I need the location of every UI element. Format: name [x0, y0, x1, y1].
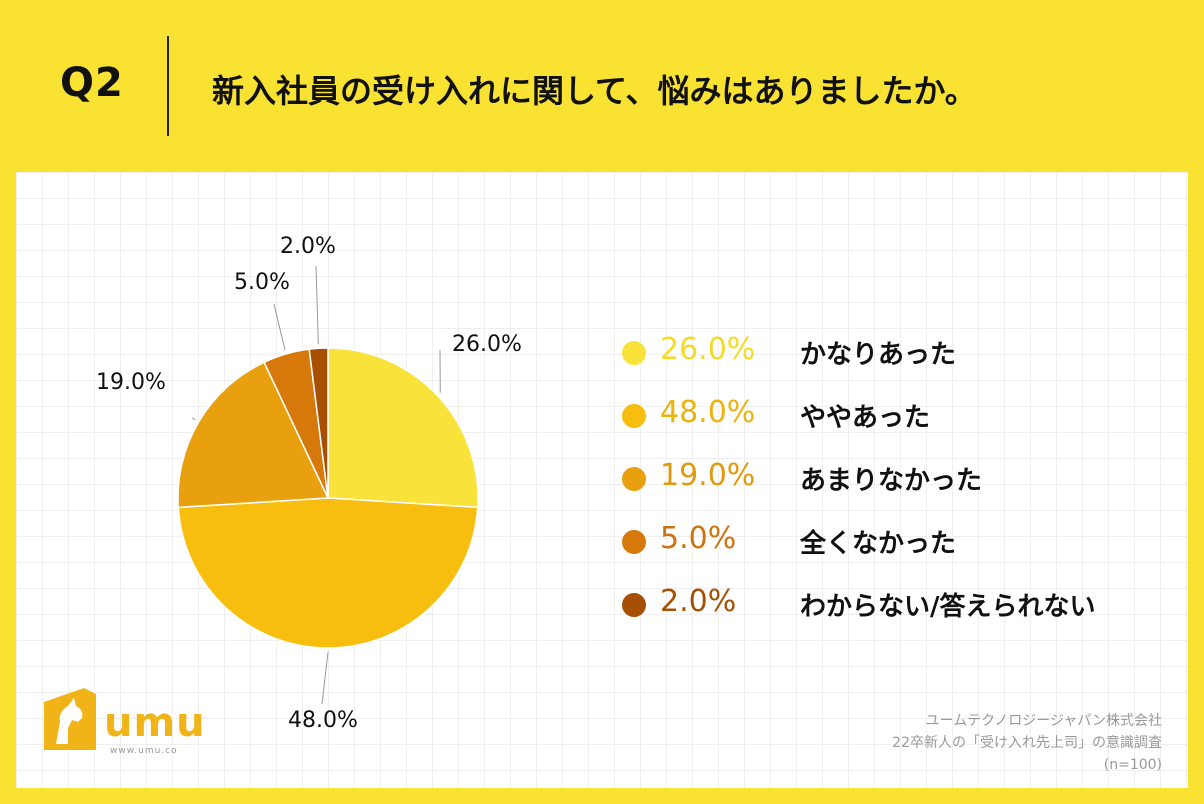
pie-label-5: 2.0% — [280, 234, 336, 259]
footer-survey-title: 22卒新人の「受け入れ先上司」の意識調査 — [892, 735, 1162, 751]
pie-label-3: 19.0% — [96, 370, 166, 395]
legend-label-3: あまりなかった — [800, 466, 983, 496]
logo-url: www.umu.co — [110, 746, 178, 756]
leader-line-5 — [315, 265, 319, 345]
horse-logo-icon — [44, 688, 96, 750]
chart-panel: 26.0% 48.0% 19.0% 5.0% 2.0% 26.0% かなりあった 48.0%… — [16, 172, 1188, 788]
legend-swatch-4 — [622, 530, 646, 554]
survey-footer: ユームテクノロジージャパン株式会社 22卒新人の「受け入れ先上司」の意識調査 (… — [892, 710, 1162, 776]
legend-value-3: 19.0% — [660, 458, 756, 493]
legend-value-4: 5.0% — [660, 521, 737, 556]
pie-label-1: 26.0% — [452, 332, 522, 357]
footer-sample-size: (n=100) — [1103, 757, 1162, 773]
legend-value-1: 26.0% — [660, 332, 756, 367]
leader-line-4 — [273, 303, 286, 351]
legend-swatch-3 — [622, 467, 646, 491]
leader-line-2 — [321, 651, 329, 705]
pie-slice-2 — [177, 497, 479, 649]
legend-label-4: 全くなかった — [800, 529, 957, 559]
umu-logo: umu www.umu.co — [38, 684, 208, 764]
pie-label-4: 5.0% — [234, 270, 290, 295]
header-divider — [167, 36, 169, 136]
legend-swatch-1 — [622, 341, 646, 365]
leader-line-3 — [191, 417, 196, 421]
pie-slice-3 — [177, 361, 330, 509]
question-title: 新入社員の受け入れに関して、悩みはありましたか。 — [212, 72, 977, 110]
pie-slice-5 — [308, 347, 329, 499]
legend-label-1: かなりあった — [800, 340, 957, 370]
footer-company: ユームテクノロジージャパン株式会社 — [925, 713, 1162, 729]
pie-slice-1 — [327, 347, 479, 509]
legend-value-2: 48.0% — [660, 395, 756, 430]
legend-swatch-5 — [622, 593, 646, 617]
legend-label-2: ややあった — [800, 403, 931, 433]
pie-label-2: 48.0% — [288, 708, 358, 733]
logo-wordmark: umu — [104, 700, 206, 746]
pie-chart — [177, 265, 479, 705]
legend-swatch-2 — [622, 404, 646, 428]
question-number: Q2 — [60, 60, 124, 106]
legend-label-5: わからない/答えられない — [800, 592, 1096, 622]
legend-value-5: 2.0% — [660, 584, 737, 619]
